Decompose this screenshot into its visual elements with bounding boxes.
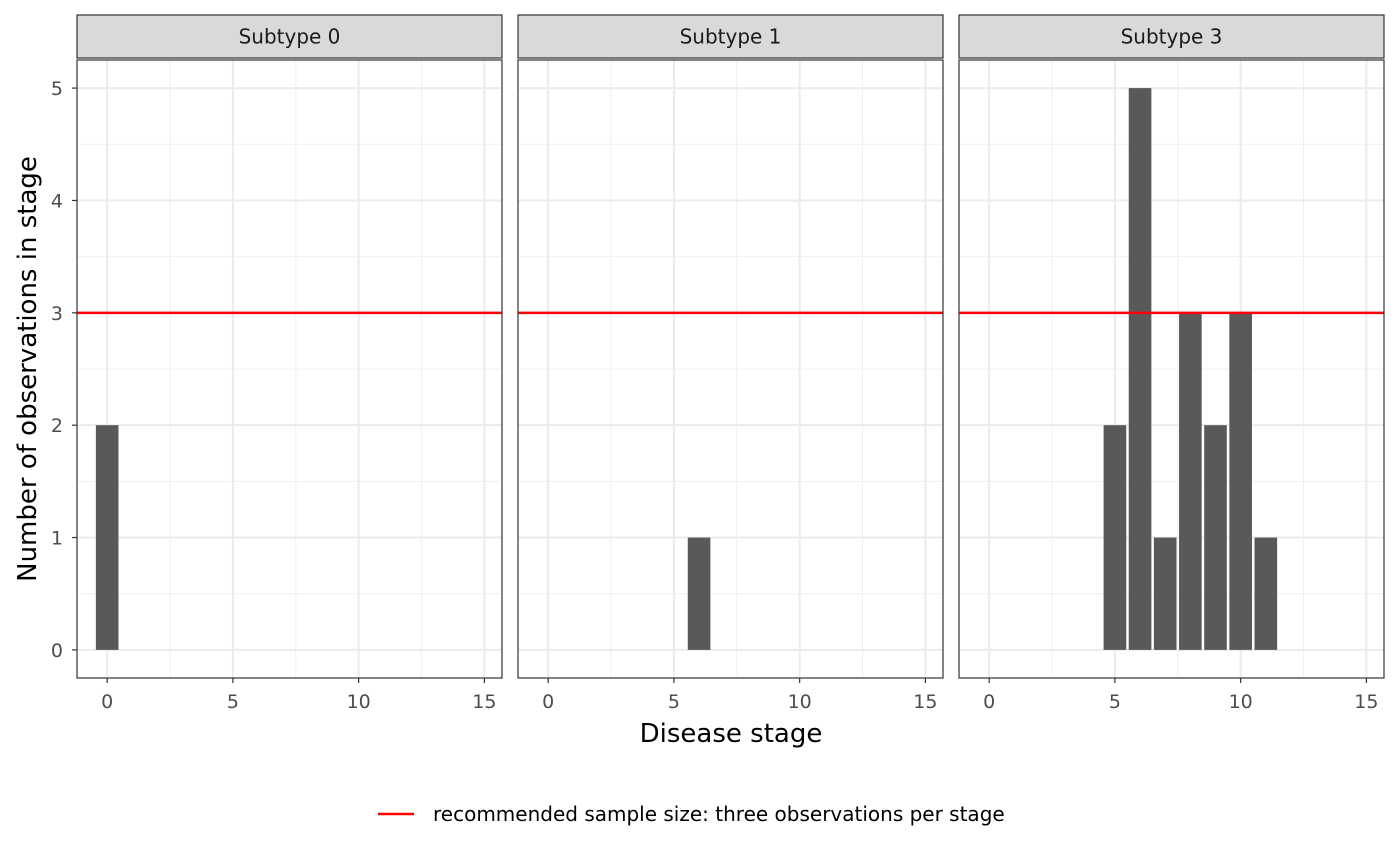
x-axis-title: Disease stage: [640, 719, 823, 749]
y-tick-label: 3: [51, 303, 63, 325]
x-tick-label: 10: [1229, 691, 1253, 713]
bar: [1103, 425, 1127, 650]
facet-panel: Subtype 3 0 5 10 15: [958, 14, 1385, 713]
bar: [95, 425, 119, 650]
x-tick-label: 0: [542, 691, 554, 713]
facet-strip: [517, 14, 944, 59]
bar: [1254, 537, 1278, 650]
y-tick-label: 0: [51, 640, 63, 662]
x-tick-label: 5: [1109, 691, 1121, 713]
x-tick-label: 10: [347, 691, 371, 713]
y-tick-label: 2: [51, 415, 63, 437]
bar: [1153, 537, 1177, 650]
x-tick-label: 15: [472, 691, 496, 713]
x-tick-label: 15: [913, 691, 937, 713]
facet-strip: [76, 14, 503, 59]
legend-label: recommended sample size: three observati…: [433, 802, 1005, 826]
facet-title: Subtype 1: [680, 25, 782, 49]
bar: [687, 537, 711, 650]
x-tick-label: 10: [788, 691, 812, 713]
x-tick-label: 5: [227, 691, 239, 713]
bar: [1204, 425, 1227, 650]
facet-title: Subtype 3: [1121, 25, 1223, 49]
panel-border: [517, 59, 944, 679]
facet-strip: [958, 14, 1385, 59]
panels-layer: Subtype 0 0 5 10 15 Subtype 1 0 5 10 15 Subtype 3 0…: [76, 14, 1385, 713]
bar: [1179, 312, 1202, 650]
y-tick-label: 5: [51, 78, 63, 100]
x-tick-label: 0: [983, 691, 995, 713]
panel-border: [958, 59, 1385, 679]
x-tick-label: 15: [1354, 691, 1378, 713]
facet-panel: Subtype 1 0 5 10 15: [517, 14, 944, 713]
y-axis: 0 1 2 3 4 5: [51, 78, 77, 662]
x-tick-label: 0: [101, 691, 113, 713]
y-tick-label: 1: [51, 528, 63, 550]
y-axis-title: Number of observations in stage: [13, 156, 43, 582]
facet-title: Subtype 0: [239, 25, 341, 49]
panel-border: [76, 59, 503, 679]
y-tick-label: 4: [51, 190, 63, 212]
bar: [1128, 88, 1152, 650]
bar: [1229, 312, 1252, 650]
x-tick-label: 5: [668, 691, 680, 713]
facet-panel: Subtype 0 0 5 10 15: [76, 14, 503, 713]
legend: recommended sample size: three observati…: [378, 802, 1005, 826]
